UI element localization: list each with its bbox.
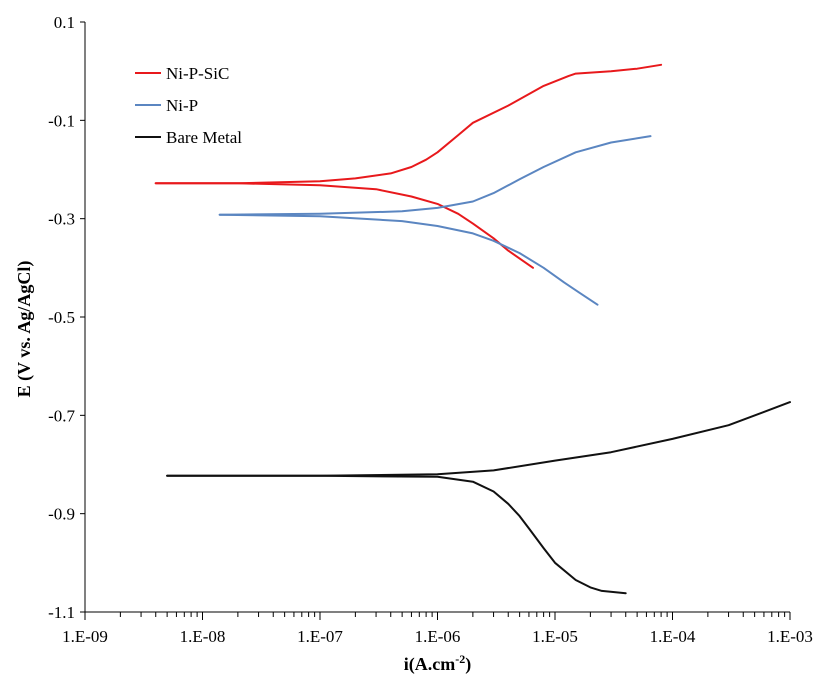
series-line-bare-metal-anodic — [166, 401, 791, 477]
y-tick-label: -0.7 — [48, 406, 75, 425]
legend-label-ni-p: Ni-P — [166, 96, 198, 115]
y-tick-label: -0.1 — [48, 111, 75, 130]
x-tick-label: 1.E-09 — [62, 627, 108, 646]
y-tick-label: -0.5 — [48, 308, 75, 327]
series-line-bare-metal-cathodic — [166, 474, 627, 595]
x-tick-label: 1.E-06 — [415, 627, 461, 646]
y-tick-label: -1.1 — [48, 603, 75, 622]
legend-label-bare-metal: Bare Metal — [166, 128, 242, 147]
x-tick-label: 1.E-07 — [297, 627, 343, 646]
series-line-ni-p-cathodic — [218, 213, 599, 306]
x-tick-label: 1.E-05 — [532, 627, 578, 646]
ticks: 0.1 -0.1 -0.3 -0.5 -0.7 -0.9 -1.1 1.E-09 1.E-08 1… — [48, 13, 813, 646]
legend-label-ni-p-sic: Ni-P-SiC — [166, 64, 229, 83]
x-axis-title: i(A.cm-2) — [404, 652, 471, 675]
series-line-ni-p-sic-anodic — [154, 63, 663, 185]
series-layer — [154, 63, 791, 595]
y-axis-title: E (V vs. Ag/AgCl) — [14, 261, 35, 398]
y-tick-label: -0.9 — [48, 505, 75, 524]
legend: Ni-P-SiC Ni-P Bare Metal — [135, 64, 242, 147]
series-line-ni-p-sic-cathodic — [154, 182, 534, 269]
x-tick-label: 1.E-03 — [767, 627, 813, 646]
x-tick-label: 1.E-04 — [650, 627, 696, 646]
x-tick-label: 1.E-08 — [180, 627, 226, 646]
y-tick-label: 0.1 — [54, 13, 75, 32]
y-tick-label: -0.3 — [48, 210, 75, 229]
series-line-ni-p-anodic — [218, 135, 652, 216]
